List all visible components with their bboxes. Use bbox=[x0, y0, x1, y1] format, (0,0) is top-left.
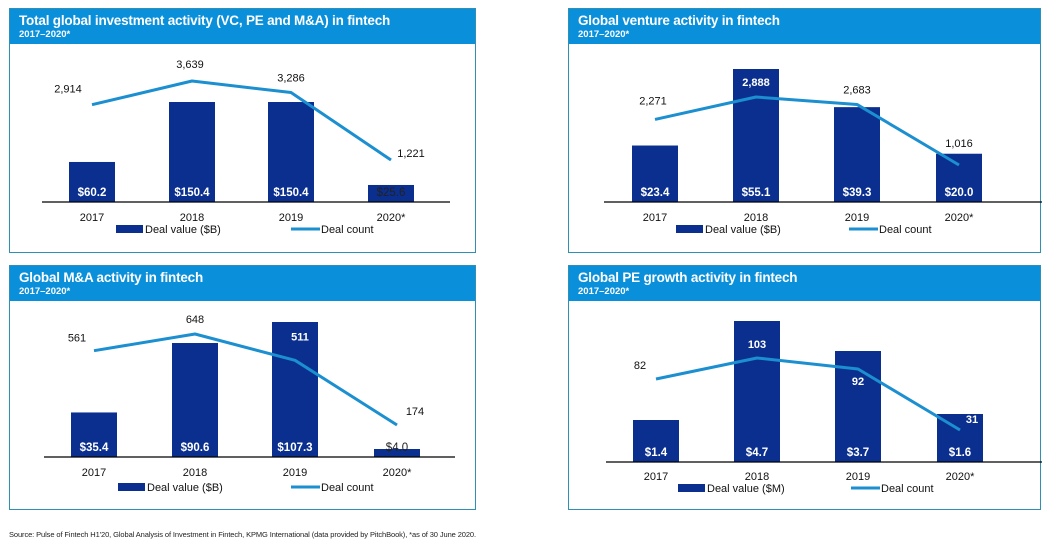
legend-line-label: Deal count bbox=[879, 224, 932, 236]
legend-bar-swatch bbox=[676, 225, 703, 233]
bar-2017 bbox=[632, 145, 678, 202]
deal-count-label: 2,683 bbox=[843, 84, 871, 96]
x-tick-label: 2020* bbox=[383, 467, 412, 479]
x-tick-label: 2020* bbox=[945, 212, 974, 224]
deal-count-label: 92 bbox=[852, 376, 864, 388]
bar-2018 bbox=[733, 69, 779, 202]
x-tick-label: 2017 bbox=[80, 212, 104, 224]
x-tick-label: 2017 bbox=[644, 471, 668, 483]
legend-bar-label: Deal value ($B) bbox=[145, 224, 221, 236]
bar-2019 bbox=[268, 102, 314, 202]
legend-bar-swatch bbox=[116, 225, 143, 233]
deal-count-label: 511 bbox=[291, 331, 309, 343]
x-tick-label: 2019 bbox=[846, 471, 870, 483]
legend-line-label: Deal count bbox=[881, 483, 934, 495]
deal-count-label: 1,221 bbox=[397, 148, 425, 160]
bar-2019 bbox=[834, 107, 880, 202]
deal-count-label: 82 bbox=[634, 360, 646, 372]
deal-count-line bbox=[91, 79, 392, 162]
bar-2017 bbox=[71, 412, 117, 457]
bar-2017 bbox=[633, 420, 679, 462]
bar-value-label: $23.4 bbox=[641, 187, 670, 199]
chart-subtitle: 2017–2020* bbox=[19, 286, 71, 297]
chart-title: Global PE growth activity in fintech bbox=[578, 270, 798, 285]
deal-count-line bbox=[654, 95, 960, 167]
panel-header: Global PE growth activity in fintech 201… bbox=[569, 266, 1040, 301]
bar-value-label: $39.3 bbox=[843, 187, 872, 199]
deal-count-label: 3,286 bbox=[277, 73, 305, 85]
chart-title: Total global investment activity (VC, PE… bbox=[19, 13, 391, 28]
bar-2018 bbox=[169, 102, 215, 202]
x-tick-label: 2019 bbox=[845, 212, 869, 224]
deal-count-label: 561 bbox=[68, 333, 86, 345]
x-tick-label: 2017 bbox=[82, 467, 106, 479]
bar-value-label: $107.3 bbox=[277, 442, 312, 454]
x-tick-label: 2018 bbox=[180, 212, 204, 224]
x-tick-label: 2020* bbox=[377, 212, 406, 224]
chart-subtitle: 2017–2020* bbox=[19, 29, 71, 40]
deal-count-label: 103 bbox=[748, 339, 766, 351]
bar-value-label: $90.6 bbox=[181, 442, 210, 454]
bar-value-label: $1.4 bbox=[645, 447, 668, 459]
bar-value-label: $150.4 bbox=[273, 187, 309, 199]
deal-count-label: 3,639 bbox=[176, 59, 204, 71]
bar-value-label: $60.2 bbox=[78, 187, 107, 199]
bar-value-label: $25.6 bbox=[377, 187, 406, 199]
bar-value-label: $3.7 bbox=[847, 447, 869, 459]
bar-value-label: $55.1 bbox=[742, 187, 771, 199]
bar-value-label: $1.6 bbox=[949, 447, 971, 459]
panel-header: Global M&A activity in fintech 2017–2020… bbox=[10, 266, 475, 301]
legend-bar-label: Deal value ($M) bbox=[707, 483, 785, 495]
panel-ma-activity: Global M&A activity in fintech 2017–2020… bbox=[9, 265, 476, 510]
bar-value-label: $4.7 bbox=[746, 447, 768, 459]
source-note: Source: Pulse of Fintech H1'20, Global A… bbox=[9, 530, 476, 539]
bar-2020 bbox=[368, 184, 414, 202]
bar-value-label: $150.4 bbox=[174, 187, 210, 199]
x-tick-label: 2019 bbox=[283, 467, 307, 479]
x-tick-label: 2018 bbox=[745, 471, 769, 483]
deal-count-label: 2,888 bbox=[742, 77, 770, 89]
x-tick-label: 2019 bbox=[279, 212, 303, 224]
bar-2018 bbox=[172, 343, 218, 457]
bar-2020 bbox=[936, 153, 982, 202]
legend-line-label: Deal count bbox=[321, 224, 374, 236]
chart-title: Global M&A activity in fintech bbox=[19, 270, 204, 285]
panel-total-investment: Total global investment activity (VC, PE… bbox=[9, 8, 476, 253]
bar-2017 bbox=[69, 161, 115, 202]
bar-2020 bbox=[374, 449, 420, 457]
x-tick-label: 2020* bbox=[946, 471, 975, 483]
deal-count-label: 648 bbox=[186, 314, 204, 326]
deal-count-line bbox=[93, 332, 398, 427]
chart-title: Global venture activity in fintech bbox=[578, 13, 780, 28]
bar-2018 bbox=[734, 321, 780, 462]
x-tick-label: 2017 bbox=[643, 212, 667, 224]
legend-line-label: Deal count bbox=[321, 482, 374, 494]
deal-count-label: 31 bbox=[966, 414, 978, 426]
chart-subtitle: 2017–2020* bbox=[578, 286, 630, 297]
bar-value-label: $20.0 bbox=[945, 187, 974, 199]
deal-count-label: 2,914 bbox=[54, 84, 82, 96]
bar-value-label: $35.4 bbox=[80, 442, 109, 454]
panel-header: Global venture activity in fintech 2017–… bbox=[569, 9, 1040, 44]
deal-count-label: 174 bbox=[406, 406, 424, 418]
bar-2019 bbox=[272, 322, 318, 457]
x-tick-label: 2018 bbox=[744, 212, 768, 224]
legend-bar-label: Deal value ($B) bbox=[147, 482, 223, 494]
deal-count-line bbox=[655, 356, 961, 432]
bar-value-label: $4.0 bbox=[386, 442, 408, 454]
panel-header: Total global investment activity (VC, PE… bbox=[10, 9, 475, 44]
panel-pe-growth-activity: Global PE growth activity in fintech 201… bbox=[568, 265, 1041, 510]
chart-subtitle: 2017–2020* bbox=[578, 29, 630, 40]
panel-venture-activity: Global venture activity in fintech 2017–… bbox=[568, 8, 1041, 253]
deal-count-label: 1,016 bbox=[945, 138, 973, 150]
legend-bar-swatch bbox=[118, 483, 145, 491]
x-tick-label: 2018 bbox=[183, 467, 207, 479]
deal-count-label: 2,271 bbox=[639, 95, 667, 107]
legend-bar-label: Deal value ($B) bbox=[705, 224, 781, 236]
legend-bar-swatch bbox=[678, 484, 705, 492]
